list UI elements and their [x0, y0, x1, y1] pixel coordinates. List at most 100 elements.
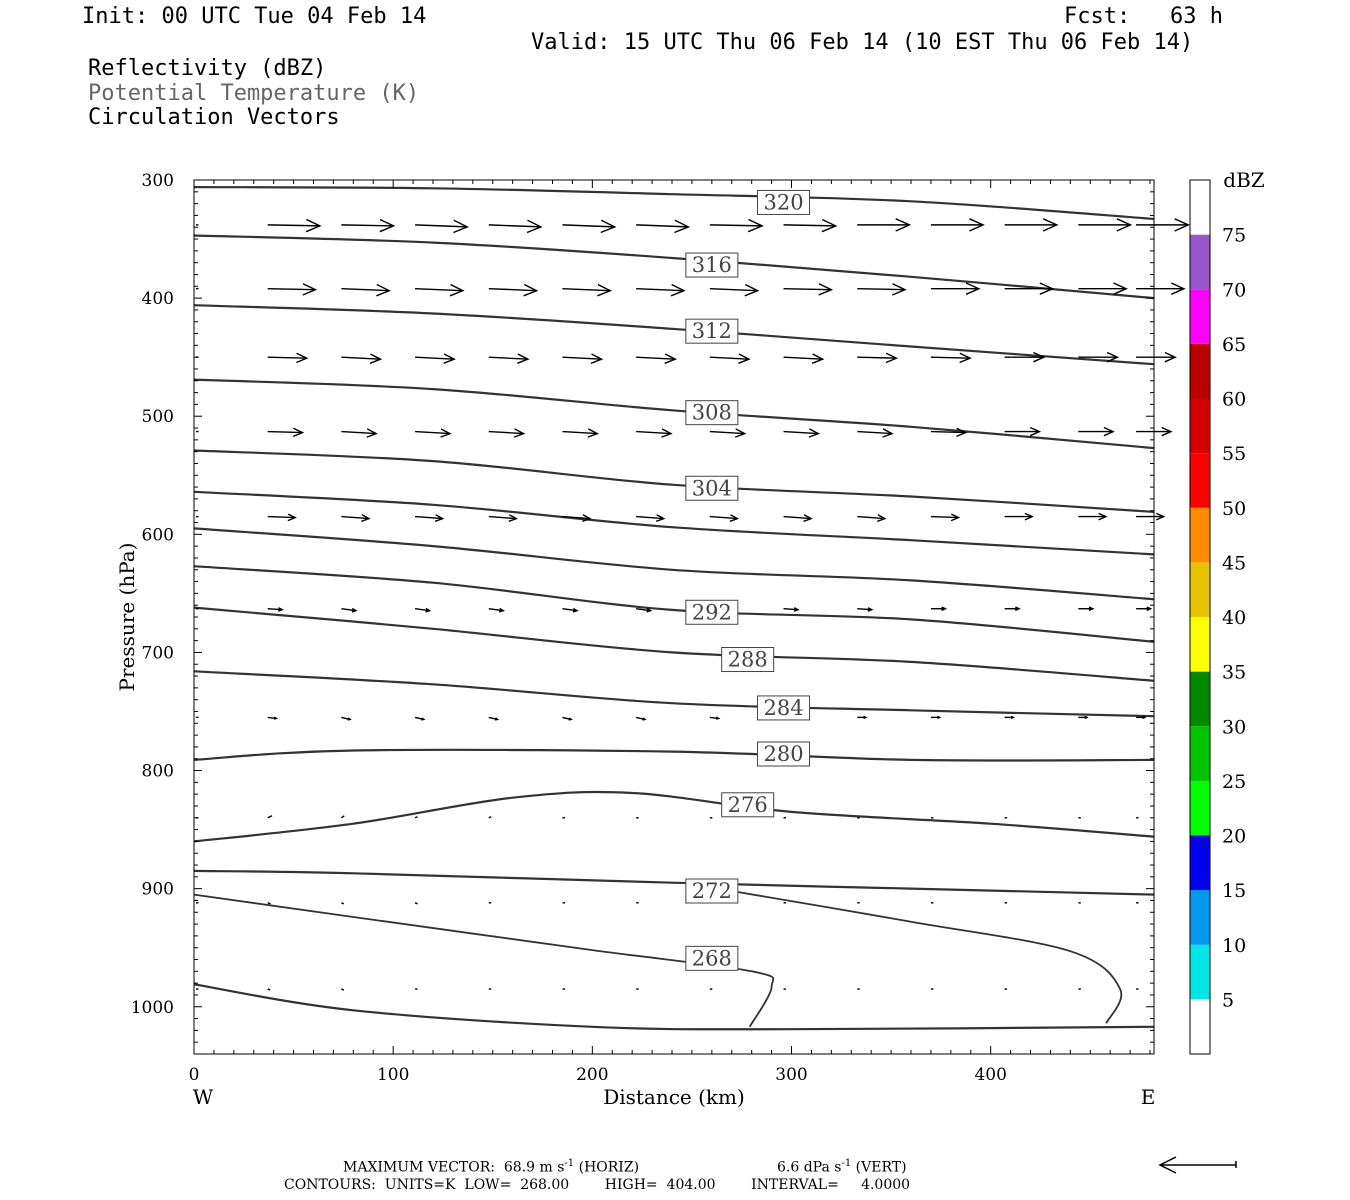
field-reflectivity: Reflectivity (dBZ) [88, 56, 327, 81]
circulation-vector [783, 607, 800, 612]
circulation-vector [415, 219, 470, 234]
isentrope-line [193, 527, 1155, 601]
circulation-vector [636, 353, 678, 364]
axes: 300 400 500 600 700 800 900 1000 0 100 200 300 400 [131, 171, 1154, 1085]
circulation-vector [857, 218, 912, 232]
circulation-vector [783, 428, 821, 438]
circulation-vector [857, 607, 874, 612]
circulation-vector [709, 283, 760, 297]
colorbar-swatch [1190, 507, 1210, 563]
contour-label: 268 [685, 945, 739, 971]
circulation-vector [562, 219, 617, 234]
x-tick-label: 100 [377, 1065, 409, 1085]
colorbar-swatch [1190, 562, 1210, 617]
forecast-hour: Fcst: 63 h [1064, 4, 1223, 29]
circulation-vector [267, 427, 305, 438]
colorbar-tick-label: 50 [1222, 498, 1246, 520]
circulation-vector [488, 428, 526, 438]
circulation-vector [414, 607, 432, 613]
circulation-vector [930, 513, 961, 522]
y-tick-label: 1000 [131, 998, 174, 1018]
circulation-vector [1004, 351, 1046, 363]
field-potential-temperature: Potential Temperature (K) [88, 81, 420, 106]
circulation-vector [783, 283, 834, 296]
circulation-vector [709, 428, 747, 438]
circulation-vector [636, 514, 666, 522]
y-tick-label: 400 [142, 289, 174, 309]
isentrope-line [193, 490, 1155, 556]
isentrope-line [193, 748, 1155, 762]
circulation-vector [341, 218, 396, 233]
circulation-vector [1078, 282, 1128, 295]
circulation-vector [415, 514, 445, 522]
colorbar-swatch [1190, 671, 1210, 727]
circulation-vector [709, 353, 751, 364]
contour-label: 316 [685, 252, 739, 278]
circulation-vector [562, 353, 604, 364]
isentrope-line [193, 378, 1155, 450]
colorbar-swatch [1190, 780, 1210, 836]
y-tick-label: 600 [142, 525, 174, 545]
colorbar-tick-label: 15 [1222, 880, 1246, 902]
contour-label: 308 [685, 400, 739, 426]
circulation-vector [488, 283, 539, 297]
circulation-vector [857, 283, 907, 296]
isentrope-line [193, 234, 1155, 300]
plot-frame [193, 179, 1155, 1055]
colorbar-swatch [1190, 890, 1210, 945]
circulation-vector [340, 815, 345, 819]
circulation-vector [857, 514, 887, 522]
circulation-vector [1078, 426, 1115, 437]
circulation-vector [341, 607, 358, 613]
circulation-vector [341, 988, 345, 991]
circulation-vector [1136, 606, 1153, 612]
circulation-vector [267, 902, 271, 905]
circulation-vector [562, 283, 613, 297]
circulation-vector [1136, 715, 1147, 720]
circulation-vector [415, 283, 465, 297]
colorbar-frame [1189, 179, 1211, 1055]
isentrope-line [193, 790, 1155, 843]
circulation-vector [341, 514, 371, 522]
colorbar-swatch [1190, 398, 1210, 454]
isentrope-line [193, 304, 1155, 366]
circulation-vector [1078, 351, 1120, 363]
circulation-vector [341, 283, 391, 297]
colorbar-swatch [1190, 234, 1210, 290]
circulation-vector [1078, 715, 1089, 720]
circulation-vector [488, 816, 492, 819]
circulation-vector [783, 353, 825, 364]
svg-text:316: 316 [692, 253, 732, 277]
circulation-vector [562, 607, 579, 613]
circulation-vector [1136, 282, 1186, 295]
max-vector-vertical: 6.6 dPa s-1 (VERT) [777, 1158, 907, 1176]
field-circulation-vectors: Circulation Vectors [88, 105, 340, 130]
circulation-vector [415, 353, 456, 364]
x-label-east: E [1141, 1085, 1156, 1109]
contour-label: 320 [757, 189, 811, 215]
circulation-vector [341, 428, 378, 438]
colorbar-swatch [1190, 944, 1210, 1000]
isentrope-line-272-closed [731, 890, 1123, 1024]
circulation-vector [267, 513, 297, 522]
contour-label: 292 [685, 599, 739, 625]
circulation-vector [341, 716, 352, 721]
y-tick-label: 900 [142, 880, 174, 900]
circulation-vector [1004, 218, 1059, 232]
circulation-vector [1004, 282, 1055, 295]
x-tick-label: 300 [775, 1065, 807, 1085]
circulation-vector [1136, 218, 1191, 232]
circulation-vector [488, 219, 543, 234]
circulation-vector [1004, 606, 1021, 612]
circulation-vector [562, 716, 573, 721]
circulation-vector [267, 988, 271, 991]
circulation-vector [636, 428, 673, 438]
colorbar-tick-label: 55 [1222, 443, 1246, 465]
circulation-vector [857, 352, 899, 364]
init-time: Init: 00 UTC Tue 04 Feb 14 [82, 4, 427, 29]
circulation-vector [636, 283, 686, 297]
circulation-vector [414, 716, 426, 721]
contour-labels: 320 316 312 308 304 292 288 284 280 276 272 268 [685, 189, 811, 971]
valid-time: Valid: 15 UTC Thu 06 Feb 14 (10 EST Thu … [531, 30, 1194, 55]
y-tick-label: 300 [142, 171, 174, 191]
